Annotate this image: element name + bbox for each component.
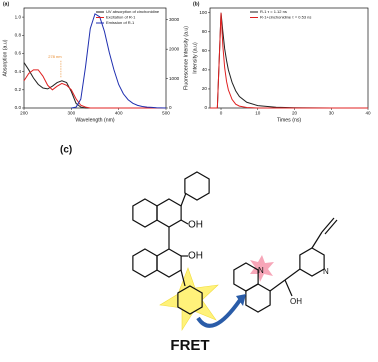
y2-tick-label: 1000 — [169, 76, 180, 81]
y-tick-label: 0 — [204, 105, 207, 110]
arrow-head — [236, 294, 246, 306]
legend-text: R-1+cinchonidine τ = 0.53 ns — [260, 15, 311, 20]
series-line — [23, 62, 91, 109]
x-tick-label: 500 — [162, 111, 170, 116]
ring — [156, 198, 182, 228]
x-axis-label: Wavelength (nm) — [75, 117, 115, 123]
panel-label: (c) — [60, 145, 72, 156]
molecule — [132, 171, 338, 332]
atom-label: OH — [188, 251, 203, 262]
ring — [299, 247, 325, 277]
atom-label: N — [258, 266, 264, 275]
atom-label: OH — [188, 220, 203, 231]
ring — [245, 283, 271, 313]
x-axis-label: Times (ns) — [277, 117, 302, 123]
legend-text: R-1 τ = 1.12 ns — [260, 9, 287, 14]
x-tick-label: 0 — [220, 111, 223, 116]
y-tick-label: 0.0 — [15, 105, 22, 110]
plot-frame — [23, 7, 167, 109]
ring — [233, 262, 259, 292]
y2-tick-label: 3000 — [169, 17, 180, 22]
y-tick-label: 20 — [202, 86, 208, 91]
ring — [132, 198, 158, 228]
legend-text: Excitation of R-1 — [106, 15, 136, 20]
series-line — [71, 13, 167, 109]
atom-label: N — [323, 267, 329, 276]
y-tick-label: 0.6 — [15, 51, 22, 56]
y-axis-label: Absorption (a.u) — [2, 39, 8, 76]
y-tick-label: 60 — [202, 48, 208, 53]
annotation: 278 nm — [48, 54, 62, 59]
y2-tick-label: 2000 — [169, 46, 180, 51]
legend-text: UV absorption of cinchonidine — [106, 9, 160, 14]
x-tick-label: 20 — [292, 111, 298, 116]
panel-label: (a) — [3, 1, 9, 7]
series-line — [210, 12, 368, 109]
ring — [132, 248, 158, 278]
y-tick-label: 100 — [199, 10, 207, 15]
y2-tick-label: 0 — [169, 105, 172, 110]
x-tick-label: 40 — [365, 111, 371, 116]
plot-frame — [209, 7, 369, 109]
y-axis-label: Intensity (a.u) — [192, 42, 198, 74]
x-tick-label: 30 — [329, 111, 335, 116]
ring — [184, 171, 210, 201]
caption: FRET — [170, 337, 209, 354]
series-line — [23, 69, 166, 109]
y-tick-label: 40 — [202, 67, 208, 72]
pink-star — [250, 255, 274, 282]
x-tick-label: 10 — [255, 111, 261, 116]
y-tick-label: 1.0 — [15, 14, 22, 19]
atom-label: OH — [290, 297, 302, 306]
panel-label: (b) — [193, 1, 200, 7]
arrow — [196, 298, 242, 328]
y-tick-label: 0.8 — [15, 32, 22, 37]
x-tick-label: 400 — [115, 111, 123, 116]
ring — [156, 248, 182, 278]
x-tick-label: 200 — [20, 111, 28, 116]
y-tick-label: 0.2 — [15, 87, 22, 92]
y2-axis-label: Fluorescence Intensity (a.u) — [183, 26, 189, 90]
bonds — [168, 192, 338, 297]
y-tick-label: 80 — [202, 29, 208, 34]
legend-text: Emission of R-1 — [106, 20, 135, 25]
x-tick-label: 300 — [67, 111, 75, 116]
series-line — [210, 12, 368, 109]
y-tick-label: 0.4 — [15, 69, 22, 74]
